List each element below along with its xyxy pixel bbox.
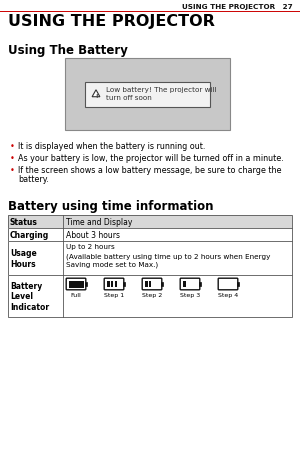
Bar <box>65 59 230 131</box>
Text: battery.: battery. <box>18 175 49 184</box>
Text: As your battery is low, the projector will be turned off in a minute.: As your battery is low, the projector wi… <box>18 154 284 163</box>
Text: Step 3: Step 3 <box>180 292 200 297</box>
FancyBboxPatch shape <box>142 279 162 290</box>
Text: Time and Display: Time and Display <box>66 218 132 226</box>
Text: Charging: Charging <box>10 231 49 239</box>
Bar <box>8 242 292 275</box>
Bar <box>237 282 239 287</box>
Bar <box>145 282 148 288</box>
Text: Status: Status <box>10 218 38 226</box>
Text: Full: Full <box>70 292 81 297</box>
Bar <box>183 282 186 288</box>
Text: Battery
Level
Indicator: Battery Level Indicator <box>10 282 49 311</box>
Text: Step 4: Step 4 <box>218 292 238 297</box>
Bar <box>111 282 113 288</box>
Text: USING THE PROJECTOR   27: USING THE PROJECTOR 27 <box>182 4 293 10</box>
Bar <box>8 216 292 229</box>
FancyBboxPatch shape <box>180 279 200 290</box>
Text: •: • <box>10 166 15 175</box>
Bar <box>8 229 292 242</box>
Bar <box>8 275 292 317</box>
Text: Saving mode set to Max.): Saving mode set to Max.) <box>66 261 158 268</box>
Text: Step 1: Step 1 <box>104 292 124 297</box>
Bar <box>8 216 292 229</box>
Text: turn off soon: turn off soon <box>106 95 152 101</box>
Text: Step 2: Step 2 <box>142 292 162 297</box>
Bar <box>107 282 110 288</box>
Text: Up to 2 hours: Up to 2 hours <box>66 244 115 250</box>
Polygon shape <box>92 91 100 98</box>
Bar <box>8 275 292 317</box>
Text: If the screen shows a low battery message, be sure to charge the: If the screen shows a low battery messag… <box>18 166 281 175</box>
Bar <box>85 83 210 108</box>
Bar <box>8 229 292 242</box>
Text: (Available battery using time up to 2 hours when Energy: (Available battery using time up to 2 ho… <box>66 252 270 259</box>
Text: It is displayed when the battery is running out.: It is displayed when the battery is runn… <box>18 142 206 150</box>
Bar <box>115 282 117 288</box>
Bar <box>68 281 83 288</box>
Text: •: • <box>10 142 15 150</box>
Text: Battery using time information: Battery using time information <box>8 200 214 213</box>
Text: •: • <box>10 154 15 163</box>
Bar <box>123 282 125 287</box>
Bar <box>149 282 152 288</box>
Text: Using The Battery: Using The Battery <box>8 44 128 57</box>
Text: USING THE PROJECTOR: USING THE PROJECTOR <box>8 14 215 29</box>
Text: Usage
Hours: Usage Hours <box>10 249 37 268</box>
FancyBboxPatch shape <box>66 279 86 290</box>
Bar <box>8 242 292 275</box>
Text: Low battery! The projector will: Low battery! The projector will <box>106 87 217 93</box>
Bar <box>85 282 87 287</box>
Text: !: ! <box>95 94 97 99</box>
Bar <box>199 282 201 287</box>
Bar <box>161 282 163 287</box>
FancyBboxPatch shape <box>218 279 238 290</box>
Text: About 3 hours: About 3 hours <box>66 231 120 239</box>
FancyBboxPatch shape <box>104 279 124 290</box>
